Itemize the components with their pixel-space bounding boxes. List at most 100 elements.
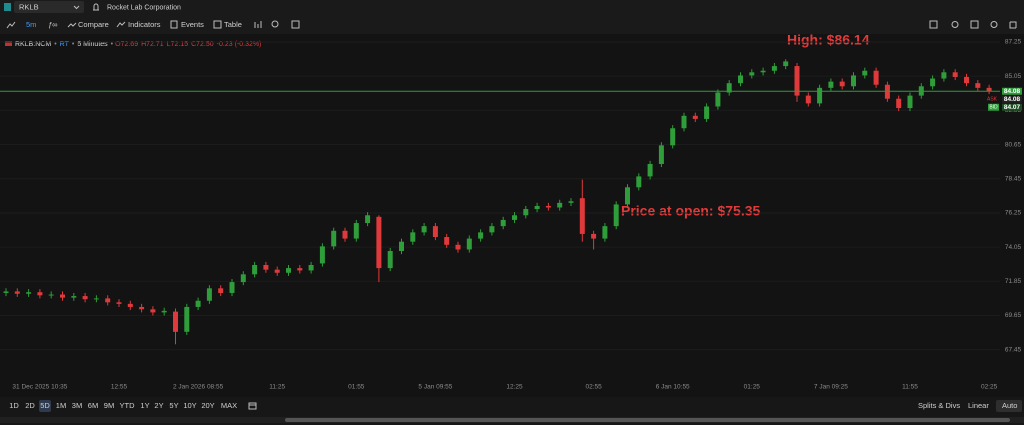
range-button[interactable]: 6M (88, 401, 98, 410)
range-button[interactable]: 5Y (169, 401, 178, 410)
scale[interactable]: Linear (968, 401, 989, 410)
candle-body (173, 311, 178, 332)
ticker-box[interactable] (14, 1, 84, 13)
layout-icon[interactable] (929, 20, 938, 29)
candle-body (399, 241, 404, 252)
candle-body (116, 302, 122, 304)
legend-item: • (72, 41, 75, 48)
candle-body (263, 265, 269, 270)
price-tag (1002, 87, 1022, 95)
scroll-thumb[interactable] (285, 418, 1010, 422)
interval[interactable]: 5m (26, 20, 36, 29)
candle-body (805, 95, 811, 104)
candle-body (127, 303, 133, 307)
candle-body (975, 83, 981, 88)
legend-item: 5 Minutes (77, 41, 108, 48)
refresh-icon[interactable] (951, 21, 959, 28)
candle-body (37, 292, 43, 296)
x-tick-label: 11:55 (902, 384, 918, 391)
candle-body (579, 198, 585, 234)
candle-body (986, 87, 992, 92)
candle-body (647, 163, 653, 177)
candle-body (726, 83, 732, 93)
zoom-icon[interactable] (271, 20, 279, 28)
bid-tag (1002, 103, 1022, 111)
table[interactable]: Table (224, 20, 242, 29)
y-tick-label: 78.45 (1005, 175, 1022, 182)
range-button[interactable]: MAX (221, 401, 237, 410)
bid-badge (988, 103, 999, 111)
range-button[interactable]: 3M (72, 401, 82, 410)
candle-body (704, 106, 710, 119)
ask-tag (1002, 95, 1022, 103)
range-button[interactable]: 5D (40, 401, 50, 410)
settings-icon[interactable] (990, 21, 998, 28)
events[interactable]: Events (181, 20, 204, 29)
candle-body (591, 233, 597, 239)
x-tick-label: 01:55 (348, 384, 365, 391)
candle-body (444, 237, 450, 245)
auto[interactable]: Auto (1002, 401, 1017, 410)
range-button[interactable]: 20Y (201, 401, 214, 410)
chevron[interactable] (73, 5, 80, 10)
flag-icon (5, 41, 12, 46)
range-button[interactable]: 1Y (140, 401, 149, 410)
candle-body (82, 296, 88, 300)
candle-body (771, 66, 777, 71)
ask-label: ASK (987, 97, 998, 103)
calendar-icon[interactable] (248, 402, 257, 410)
bell-icon[interactable] (93, 3, 99, 11)
candle-body (817, 87, 823, 104)
candle-body (466, 238, 472, 250)
candle-body (184, 306, 190, 332)
range-button[interactable]: 2Y (154, 401, 163, 410)
range-button[interactable]: 2D (25, 401, 35, 410)
candle-body (274, 269, 280, 273)
candle-body (613, 204, 619, 227)
legend-item: RT (60, 41, 70, 48)
bid-price: 84.07 (1004, 104, 1021, 111)
range-button[interactable]: YTD (120, 401, 136, 410)
candle-body (896, 98, 902, 109)
candle-body (523, 209, 529, 216)
candle-body (139, 306, 145, 310)
range-button[interactable]: 1M (56, 401, 66, 410)
y-tick-label: 80.65 (1005, 141, 1022, 148)
legend-ohlc: C72.50 (191, 41, 214, 48)
x-tick-label: 2 Jan 2026 08:55 (173, 384, 224, 391)
fx-icon[interactable]: ƒ∞ (48, 20, 58, 29)
candle-body (828, 81, 834, 88)
candle-body (478, 232, 484, 239)
candle-body (625, 187, 630, 205)
candle-body (545, 205, 551, 208)
candle-body (218, 288, 224, 293)
y-tick-label: 76.25 (1005, 210, 1022, 217)
range-button[interactable]: 10Y (183, 401, 196, 410)
legend-item: RKLB:NCM (15, 41, 51, 48)
candle-body (353, 223, 359, 239)
candle-body (229, 282, 235, 293)
candle-body (500, 219, 506, 227)
compare[interactable]: Compare (78, 20, 109, 29)
candle-body (658, 145, 664, 164)
compare-icon (67, 22, 77, 28)
candle-body (365, 215, 371, 224)
draw-icon[interactable] (6, 21, 16, 29)
annotation: High: $86.14 (787, 32, 870, 48)
indicators[interactable]: Indicators (128, 20, 161, 29)
splits[interactable]: Splits & Divs (918, 401, 960, 410)
fullscreen-icon[interactable] (1009, 21, 1017, 29)
x-tick-label: 7 Jan 09:25 (814, 384, 848, 391)
candle-body (455, 244, 461, 250)
snapshot-icon[interactable] (970, 20, 979, 29)
fit-icon[interactable] (291, 20, 300, 29)
legend-change: -0.23 (-0.32%) (217, 41, 262, 48)
range-button[interactable]: 9M (104, 401, 114, 410)
x-tick-label: 11:25 (269, 384, 285, 391)
chart-type-icon[interactable] (254, 21, 262, 28)
range-selected (39, 400, 51, 412)
legend: RKLB:NCM • RT • 5 Minutes • O72.69 H72.71 L72.15… (15, 41, 261, 48)
range-button[interactable]: 1D (9, 401, 19, 410)
candle-body (331, 230, 337, 247)
ticker: RKLB (19, 2, 39, 11)
